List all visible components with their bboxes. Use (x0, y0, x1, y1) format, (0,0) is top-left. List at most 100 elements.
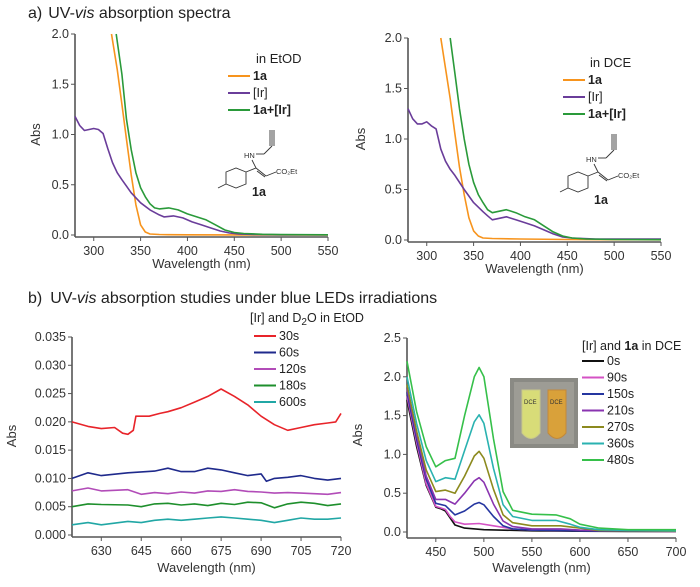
section-a-title: a) UV-vis absorption spectra (28, 5, 231, 22)
legend-label: 360s (607, 437, 634, 451)
x-tick-label: 645 (131, 544, 152, 558)
structure-label-1a: 1a (594, 193, 609, 207)
x-tick-label: 450 (557, 249, 578, 263)
series-line-1air (449, 37, 662, 241)
x-axis-label: Wavelength (nm) (492, 560, 591, 575)
x-tick-label: 550 (651, 249, 672, 263)
x-tick-label: 300 (83, 244, 104, 258)
y-tick-label: 1.0 (52, 128, 69, 142)
x-tick-label: 550 (521, 545, 542, 559)
legend-title-a-right: in DCE (590, 55, 632, 70)
y-tick-label: 0.000 (35, 528, 66, 542)
y-tick-label: 0.025 (35, 387, 66, 401)
y-tick-label: 2.0 (52, 27, 69, 41)
y-tick-label: 1.0 (385, 132, 402, 146)
legend-title-a-left: in EtOD (256, 51, 302, 66)
chart-a-right-dce: 0.0 0.5 1.0 1.5 2.0 300 350 400 450 500 550 Wavelen… (353, 31, 671, 276)
tube-right-label: DCE (550, 400, 563, 406)
series-line-150s (406, 392, 676, 533)
y-axis-label: Abs (28, 123, 43, 146)
x-tick-label: 720 (331, 544, 352, 558)
y-tick-label: 0.020 (35, 415, 66, 429)
y-tick-label: 2.0 (385, 31, 402, 45)
chart-a-left-etod: 0.0 0.5 1.0 1.5 2.0 300 350 400 450 500 550 Wavelen… (28, 27, 338, 271)
tube-left (521, 389, 541, 439)
x-tick-label: 690 (251, 544, 272, 558)
x-axis-label: Wavelength (nm) (157, 560, 256, 575)
y-tick-label: 0.0 (385, 233, 402, 247)
y-tick-label: 0.0 (52, 228, 69, 242)
y-tick-label: 0.0 (384, 525, 401, 539)
legend-label: 480s (607, 453, 634, 467)
legend-label: 0s (607, 354, 620, 368)
y-axis-label: Abs (353, 127, 368, 150)
series-line-1air (115, 33, 329, 236)
series-line-210s (406, 388, 677, 532)
x-tick-label: 550 (318, 244, 339, 258)
structure-label-1a: 1a (252, 185, 267, 199)
legend-label: 30s (279, 329, 299, 343)
legend-label: 120s (279, 362, 306, 376)
x-tick-label: 500 (271, 244, 292, 258)
structure-ester-label: CO₂Et (618, 171, 640, 180)
legend-label: 1a (588, 73, 603, 87)
y-tick-label: 1.0 (384, 447, 401, 461)
series-line-60s (71, 467, 342, 483)
x-tick-label: 650 (618, 545, 639, 559)
y-tick-label: 2.5 (384, 331, 401, 345)
x-tick-label: 300 (416, 249, 437, 263)
section-b-title: b) UV-vis absorption studies under blue L… (28, 290, 437, 307)
y-axis-label: Abs (350, 423, 365, 446)
inset-photo-tubes: DCE DCE (510, 378, 578, 448)
legend-label: 1a+[Ir] (588, 107, 626, 121)
series-line-1a (440, 37, 662, 241)
x-tick-label: 630 (91, 544, 112, 558)
x-tick-label: 675 (211, 544, 232, 558)
x-axis-label: Wavelength (nm) (152, 256, 251, 271)
x-tick-label: 705 (291, 544, 312, 558)
x-tick-label: 450 (224, 244, 245, 258)
chart-b-right-dce: 0.0 0.5 1.0 1.5 2.0 2.5 450 500 550 600 650 700 Wave… (350, 331, 686, 575)
y-tick-label: 2.0 (384, 370, 401, 384)
legend-label: 1a (253, 69, 268, 83)
y-tick-label: 0.5 (52, 178, 69, 192)
y-tick-label: 1.5 (385, 82, 402, 96)
legend-label: 150s (607, 387, 634, 401)
x-tick-label: 400 (510, 249, 531, 263)
tube-right (547, 389, 567, 439)
legend-label: 210s (607, 404, 634, 418)
series-line-480s (406, 361, 676, 531)
legend-title-b-right: [Ir] and 1a in DCE (582, 339, 681, 353)
structure-nh-label: HN (244, 151, 255, 160)
x-axis-label: Wavelength (nm) (485, 261, 584, 276)
legend-label: 1a+[Ir] (253, 103, 291, 117)
x-tick-label: 700 (666, 545, 687, 559)
structure-1a-left: HN CO₂Et 1a (217, 130, 298, 199)
x-tick-label: 400 (177, 244, 198, 258)
legend-label: 600s (279, 395, 306, 409)
x-tick-label: 450 (425, 545, 446, 559)
series-line-600s (71, 516, 342, 526)
series-line-360s (406, 376, 677, 532)
legend-label: 270s (607, 420, 634, 434)
y-tick-label: 0.5 (385, 183, 402, 197)
series-line-1a (110, 33, 329, 236)
y-tick-label: 1.5 (384, 409, 401, 423)
structure-nh-label: HN (586, 155, 597, 164)
y-tick-label: 0.010 (35, 471, 66, 485)
y-tick-label: 0.030 (35, 358, 66, 372)
legend-title-b-left: [Ir] and D2O in EtOD (250, 311, 364, 328)
y-tick-label: 0.5 (384, 486, 401, 500)
legend-label: [Ir] (253, 86, 268, 100)
series-line-30s (71, 388, 342, 436)
y-tick-label: 0.005 (35, 500, 66, 514)
structure-ester-label: CO₂Et (276, 167, 298, 176)
y-tick-label: 0.035 (35, 330, 66, 344)
tube-left-label: DCE (524, 400, 537, 406)
series-line-180s (71, 501, 342, 509)
legend-label: 60s (279, 346, 299, 360)
series-line-ir (407, 108, 661, 240)
legend-label: [Ir] (588, 90, 603, 104)
series-line-120s (71, 487, 342, 496)
